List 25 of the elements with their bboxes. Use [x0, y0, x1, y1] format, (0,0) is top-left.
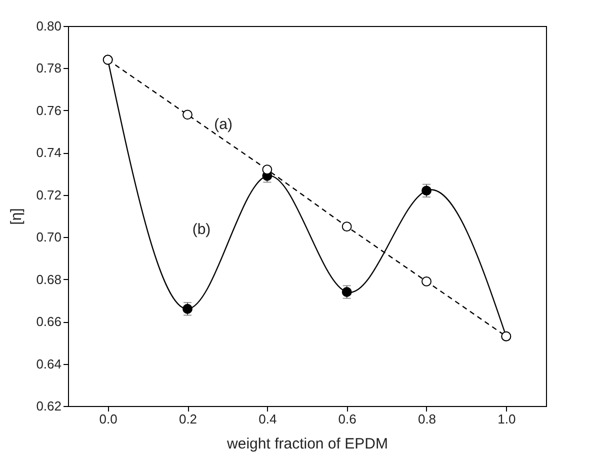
x-tick-label: 0.6: [338, 412, 356, 426]
point: [262, 164, 272, 175]
x-tick-label: 0.2: [178, 412, 198, 426]
y-tick-label: 0.78: [36, 60, 62, 76]
x-tick-label: 0.8: [418, 412, 436, 426]
y-tick-label: 0.80: [36, 18, 62, 34]
x-axis-title: weight fraction of EPDM: [226, 436, 388, 452]
y-tick-label: 0.76: [36, 102, 62, 118]
series-label: (b): [192, 220, 211, 238]
y-tick-label: 0.74: [36, 145, 62, 160]
point: [422, 276, 432, 286]
y-tick-label: 0.66: [36, 314, 62, 330]
point: [342, 287, 352, 297]
y-tick-label: 0.62: [36, 398, 62, 414]
y-tick-label: 0.72: [36, 187, 62, 202]
point: [342, 222, 352, 232]
y-tick-label: 0.68: [36, 272, 62, 287]
x-tick-label: 0.4: [258, 412, 277, 426]
x-tick-label: 1.0: [498, 412, 516, 426]
series-label: (a): [214, 116, 233, 134]
y-tick-label: 0.70: [36, 230, 62, 245]
y-tick-label: 0.64: [36, 356, 62, 372]
x-tick-label: 0.0: [99, 412, 118, 426]
y-axis-title: [η]: [8, 208, 26, 225]
point: [182, 110, 192, 120]
